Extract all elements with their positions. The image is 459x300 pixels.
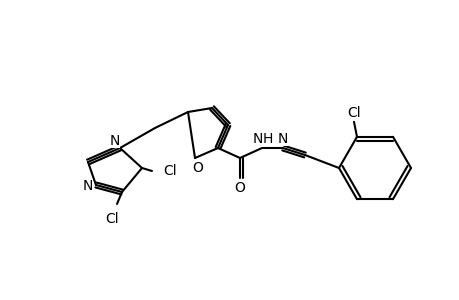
- Text: H: H: [262, 132, 273, 146]
- Text: O: O: [234, 181, 245, 195]
- Text: O: O: [192, 161, 203, 175]
- Text: N: N: [83, 179, 93, 193]
- Text: N: N: [110, 134, 120, 148]
- Text: N: N: [252, 132, 263, 146]
- Text: Cl: Cl: [347, 106, 360, 120]
- Text: Cl: Cl: [163, 164, 176, 178]
- Text: Cl: Cl: [105, 212, 118, 226]
- Text: N: N: [277, 132, 287, 146]
